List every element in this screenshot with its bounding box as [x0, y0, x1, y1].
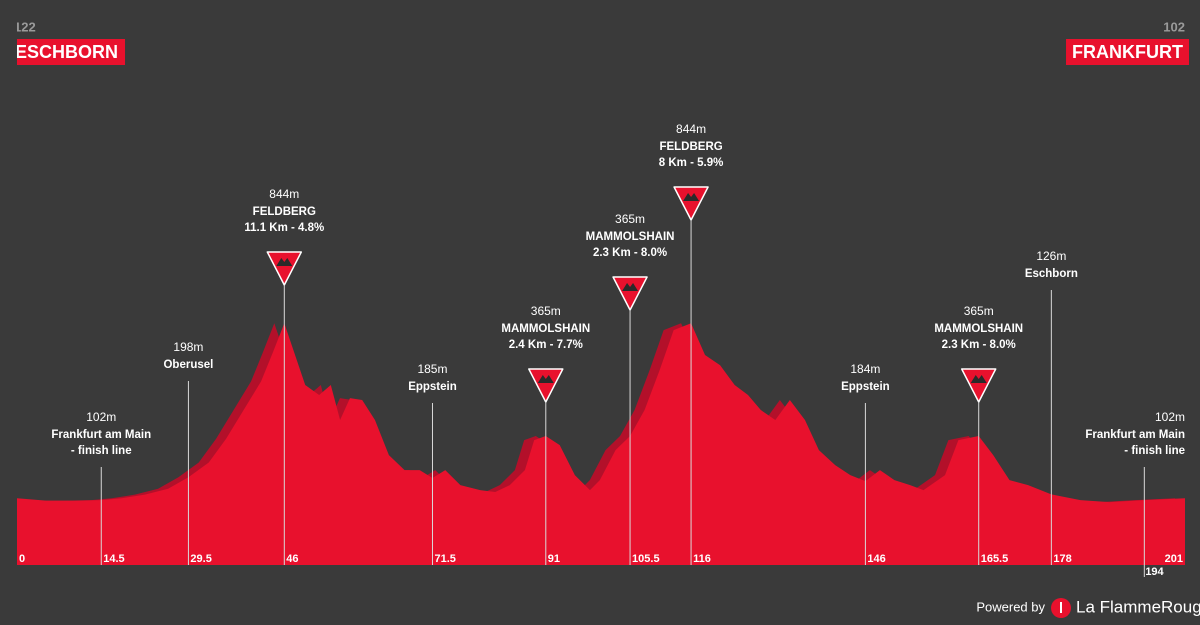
- point-label: 2.4 Km - 7.7%: [509, 339, 583, 351]
- km-label: 194: [1145, 566, 1164, 578]
- point-elevation: 102m: [1155, 410, 1185, 424]
- point-elevation: 365m: [964, 304, 994, 318]
- km-label: 165.5: [981, 553, 1009, 565]
- point-label: 11.1 Km - 4.8%: [244, 222, 324, 234]
- point-label: 2.3 Km - 8.0%: [593, 247, 667, 259]
- climb-icon: [528, 368, 564, 403]
- powered-by: Powered by: [976, 599, 1045, 614]
- climb-mountain: [970, 375, 987, 383]
- point-label: Frankfurt am Main: [51, 429, 151, 441]
- point-elevation: 844m: [269, 187, 299, 201]
- climb-mountain: [276, 258, 293, 266]
- point-elevation: 198m: [173, 340, 203, 354]
- km-label: 71.5: [434, 553, 455, 565]
- km-label: 0: [19, 553, 25, 565]
- climb-icon: [266, 251, 303, 286]
- climb-icon: [673, 186, 709, 221]
- climb-mountain: [537, 375, 554, 383]
- point-label: Eppstein: [408, 381, 457, 393]
- point-elevation: 365m: [531, 304, 561, 318]
- point-label: FELDBERG: [253, 206, 316, 218]
- start-code: 122: [14, 19, 36, 34]
- point-label: 2.3 Km - 8.0%: [942, 339, 1016, 351]
- point-label: - finish line: [1124, 445, 1185, 457]
- climb-icon: [960, 368, 997, 403]
- point-elevation: 184m: [850, 362, 880, 376]
- finish-code: 102: [1163, 19, 1185, 34]
- point-elevation: 102m: [86, 410, 116, 424]
- climb-mountain: [683, 193, 700, 201]
- brand: La FlammeRouge: [1076, 597, 1200, 616]
- km-label: 146: [867, 553, 885, 565]
- brand-logo: [1051, 598, 1071, 618]
- km-label: 201: [1165, 553, 1183, 565]
- point-label: Oberusel: [163, 359, 213, 371]
- point-label: - finish line: [71, 445, 132, 457]
- finish-city: FRANKFURT: [1072, 42, 1183, 62]
- finish-badge: [1066, 39, 1189, 65]
- climb-icon: [612, 276, 648, 311]
- point-elevation: 185m: [417, 362, 447, 376]
- start-city: ESCHBORN: [15, 42, 118, 62]
- km-label: 29.5: [190, 553, 211, 565]
- point-label: Eschborn: [1025, 268, 1078, 280]
- point-elevation: 365m: [615, 212, 645, 226]
- km-label: 105.5: [632, 553, 660, 565]
- point-label: Eppstein: [841, 381, 890, 393]
- point-label: MAMMOLSHAIN: [501, 323, 590, 335]
- point-elevation: 126m: [1036, 249, 1066, 263]
- point-label: Frankfurt am Main: [1085, 429, 1185, 441]
- km-label: 46: [286, 553, 298, 565]
- point-label: MAMMOLSHAIN: [934, 323, 1023, 335]
- km-label: 14.5: [103, 553, 124, 565]
- profile-area: [17, 323, 1185, 565]
- profile-mask-left: [0, 0, 17, 565]
- start-badge: [10, 39, 126, 65]
- point-elevation: 844m: [676, 122, 706, 136]
- km-label: 178: [1053, 553, 1071, 565]
- point-label: 8 Km - 5.9%: [659, 157, 724, 169]
- km-label: 116: [693, 553, 711, 565]
- point-label: FELDBERG: [659, 141, 722, 153]
- climb-mountain: [622, 283, 639, 291]
- point-label: MAMMOLSHAIN: [586, 231, 675, 243]
- km-label: 91: [548, 553, 560, 565]
